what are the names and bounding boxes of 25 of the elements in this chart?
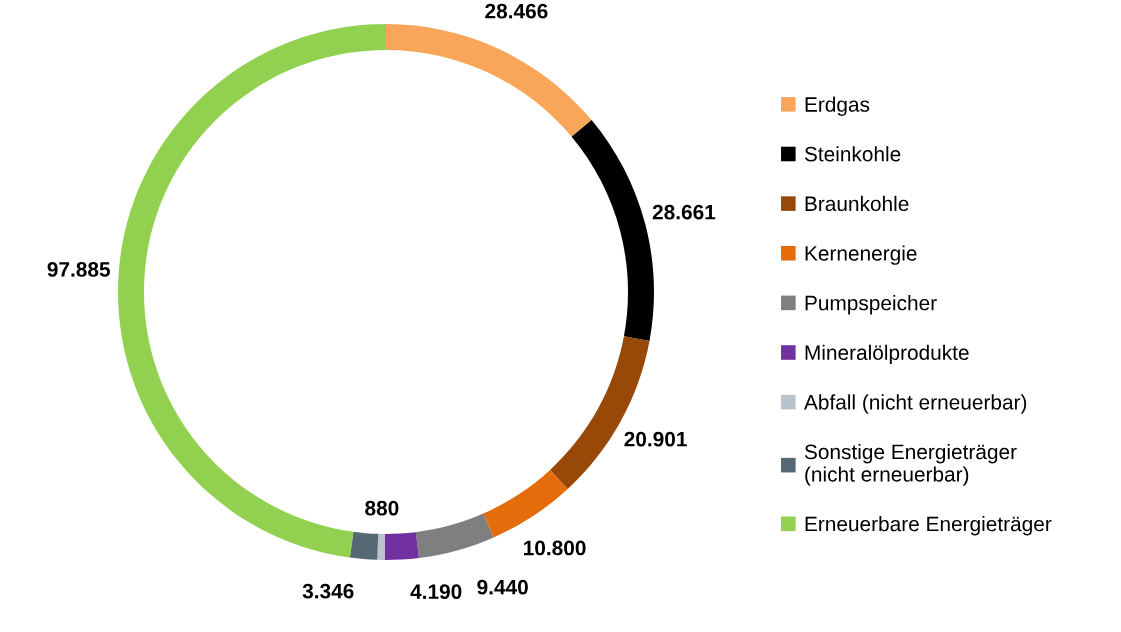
data-label: 4.190 bbox=[410, 584, 462, 600]
legend-label: Kernenergie bbox=[805, 245, 917, 265]
data-label: 10.800 bbox=[524, 540, 586, 556]
donut-slice bbox=[377, 533, 385, 560]
data-label: 28.466 bbox=[485, 3, 548, 19]
legend-label: Erdgas bbox=[805, 96, 870, 116]
donut-slice bbox=[483, 469, 568, 538]
legend-label: Steinkohle bbox=[804, 146, 901, 162]
data-label: 880 bbox=[365, 500, 399, 516]
legend-label: Sonstige Energieträger (nicht erneuerbar) bbox=[804, 443, 1017, 486]
data-label: 3.346 bbox=[302, 583, 354, 599]
legend-label: Abfall (nicht erneuerbar) bbox=[803, 394, 1027, 414]
legend-label: Braunkohle bbox=[805, 195, 909, 212]
donut-slice bbox=[571, 120, 654, 341]
donut-slice bbox=[384, 532, 419, 560]
data-label: 20.901 bbox=[624, 431, 687, 447]
donut-slice bbox=[386, 24, 592, 137]
legend-label: Erneuerbare Energieträger bbox=[805, 516, 1052, 536]
data-label: 9.440 bbox=[477, 579, 528, 595]
data-label: 28.661 bbox=[652, 204, 716, 220]
donut-slice bbox=[415, 513, 494, 558]
data-label: 97.885 bbox=[47, 262, 110, 277]
legend-label: Mineralölprodukte bbox=[805, 344, 969, 365]
donut-slice bbox=[349, 531, 379, 560]
legend-label: Pumpspeicher bbox=[805, 295, 937, 315]
